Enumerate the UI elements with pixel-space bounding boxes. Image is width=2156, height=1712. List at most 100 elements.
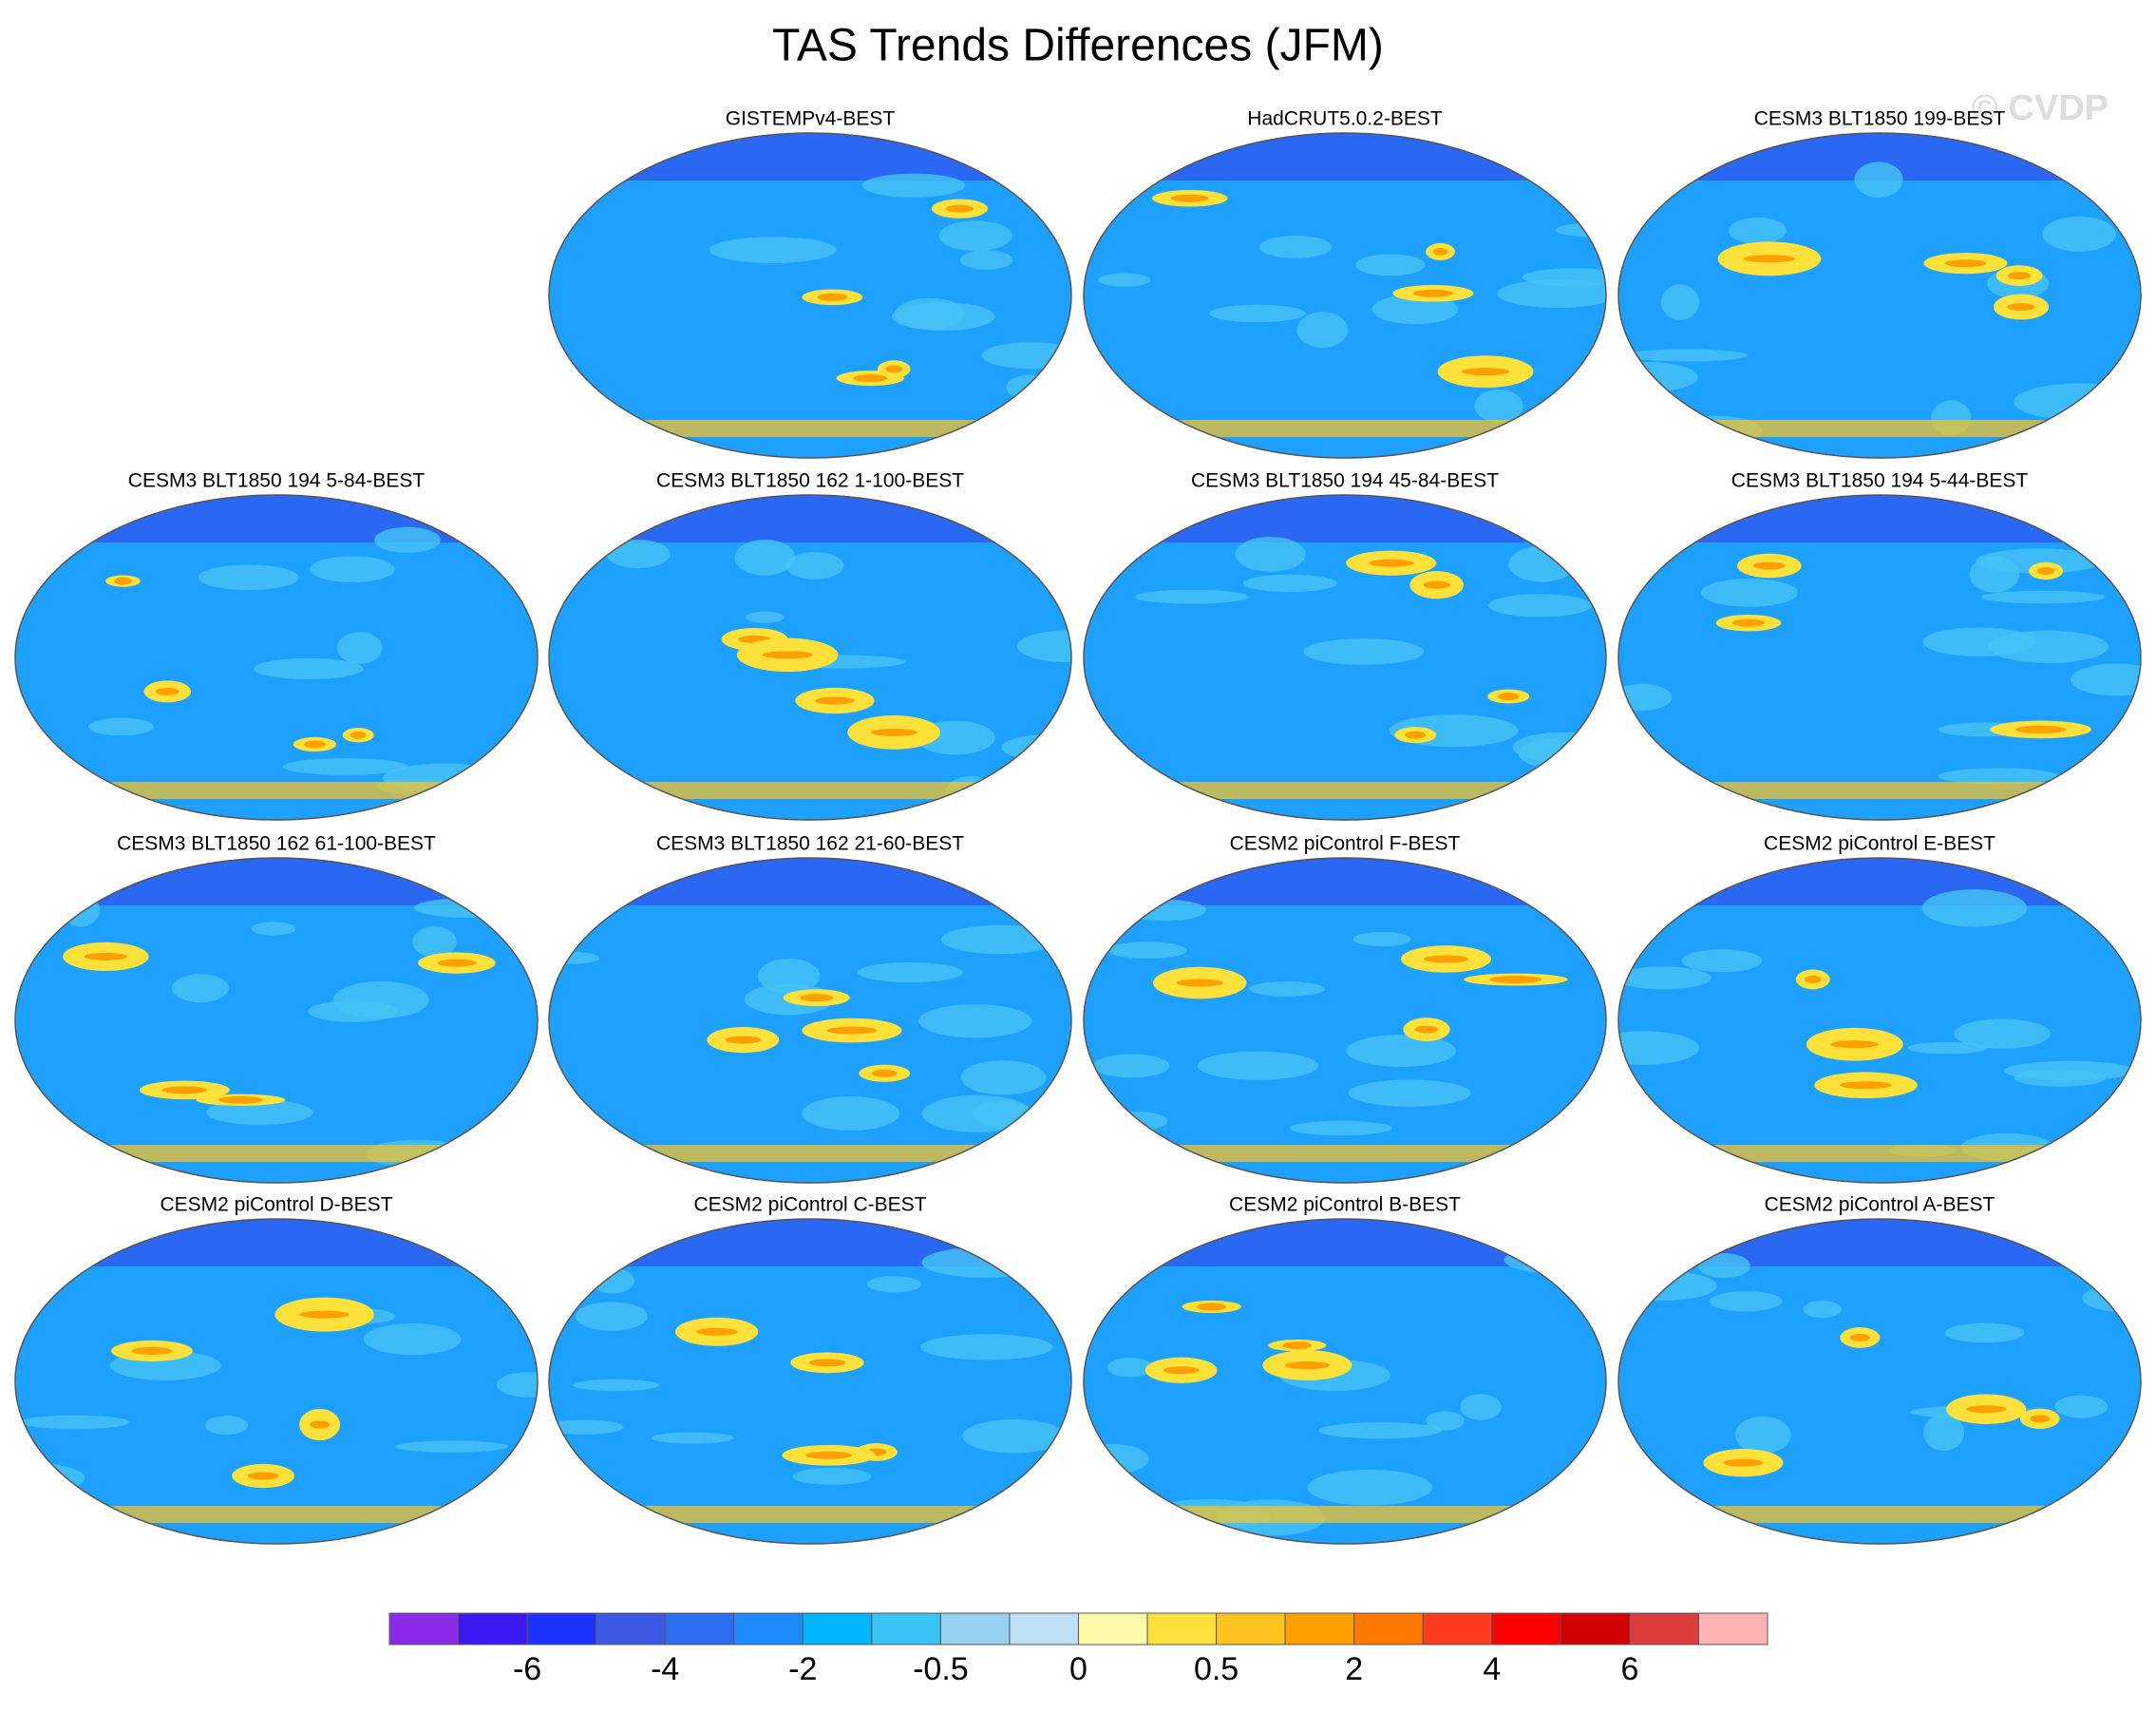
polar-cap <box>549 1219 1071 1266</box>
light-patch <box>1709 1291 1783 1312</box>
antarctic-band <box>1084 1145 1606 1162</box>
colorbar-label: -2 <box>788 1651 817 1687</box>
light-patch <box>1098 273 1151 287</box>
map-outline <box>1083 1218 1607 1545</box>
light-patch <box>205 1099 313 1126</box>
light-patch <box>1093 1054 1170 1078</box>
light-patch <box>61 893 101 927</box>
light-patch <box>309 556 395 582</box>
light-patch <box>573 1379 660 1392</box>
warm-core <box>1461 368 1510 376</box>
light-patch <box>802 1096 900 1131</box>
colorbar-box <box>596 1612 666 1645</box>
light-patch <box>1348 1079 1471 1107</box>
light-patch <box>204 1416 249 1436</box>
map-panel <box>1618 495 2141 820</box>
warm-core <box>1723 1458 1764 1467</box>
warm-core <box>725 1036 762 1044</box>
light-patch <box>960 1060 1047 1095</box>
map-outline <box>1617 132 2142 459</box>
colorbar-box <box>664 1612 735 1645</box>
antarctic-band <box>549 1145 1071 1162</box>
warm-core <box>1284 1361 1330 1370</box>
warm-core <box>1414 1025 1439 1034</box>
antarctic-band <box>1084 1506 1606 1523</box>
map-outline <box>1083 132 1607 459</box>
antarctic-band <box>1618 1145 2141 1162</box>
light-patch <box>1618 966 1712 990</box>
warm-core <box>1804 975 1822 983</box>
light-patch <box>374 526 441 553</box>
light-patch <box>198 564 299 591</box>
colorbar-box <box>1284 1612 1355 1645</box>
light-patch <box>1084 1443 1149 1474</box>
light-patch <box>1307 1469 1433 1506</box>
light-patch <box>1625 349 1749 362</box>
light-patch <box>1618 1031 1700 1065</box>
warm-core <box>1423 580 1450 589</box>
warm-core <box>1405 731 1427 739</box>
polar-cap <box>1618 495 2141 542</box>
light-patch <box>1954 1018 2051 1049</box>
polar-cap <box>15 1219 538 1266</box>
panel-title: CESM3 BLT1850 194 45-84-BEST <box>1191 470 1499 492</box>
polar-cap <box>549 858 1071 905</box>
antarctic-band <box>15 782 538 799</box>
light-patch <box>1907 1041 1988 1055</box>
colorbar-label: 0.5 <box>1194 1651 1239 1687</box>
polar-cap <box>549 133 1071 181</box>
warm-core <box>1731 618 1766 627</box>
antarctic-band <box>1084 420 1606 437</box>
map-panel <box>15 1219 538 1544</box>
light-patch <box>1854 162 1903 199</box>
colorbar-label: -6 <box>513 1651 541 1687</box>
light-patch <box>1618 683 1673 712</box>
warm-core <box>2030 1415 2051 1423</box>
map-background <box>15 1219 538 1544</box>
light-patch <box>1618 1270 1717 1302</box>
light-patch <box>496 1372 538 1398</box>
colorbar-box <box>1491 1612 1561 1645</box>
antarctic-band <box>15 1506 538 1523</box>
light-patch <box>962 1418 1066 1454</box>
warm-core <box>1849 1333 1870 1341</box>
light-patch <box>336 632 383 664</box>
map-background <box>1618 133 2141 458</box>
antarctic-band <box>1618 420 2141 437</box>
warm-core <box>247 1472 279 1480</box>
map-panel <box>15 858 538 1183</box>
light-patch <box>485 1269 538 1284</box>
light-patch <box>20 893 67 923</box>
warm-core <box>1282 1341 1313 1350</box>
light-patch <box>1346 1035 1456 1068</box>
colorbar-box <box>871 1612 941 1645</box>
panel-title: CESM2 piControl A-BEST <box>1765 1194 1995 1216</box>
polar-cap <box>15 495 538 542</box>
warm-core <box>1423 955 1469 963</box>
map-panel <box>549 858 1071 1183</box>
light-patch <box>1084 561 1123 575</box>
antarctic-band <box>15 1145 538 1162</box>
warm-core <box>1966 1405 2007 1414</box>
map-background <box>1618 1219 2141 1544</box>
panel-title: CESM3 BLT1850 162 61-100-BEST <box>117 833 436 855</box>
light-patch <box>1522 268 1606 287</box>
light-patch <box>1504 1245 1606 1275</box>
light-patch <box>959 250 1013 270</box>
polar-cap <box>1618 858 2141 905</box>
map-panel <box>1084 1219 1606 1544</box>
light-patch <box>606 539 671 569</box>
warm-core <box>1170 194 1209 202</box>
colorbar-box <box>1146 1612 1218 1645</box>
map-outline <box>1617 857 2142 1184</box>
colorbar-box <box>1009 1612 1079 1645</box>
warm-core <box>2007 272 2032 280</box>
light-patch <box>1303 638 1425 665</box>
light-patch <box>1016 630 1071 663</box>
panel-title: CESM3 BLT1850 162 21-60-BEST <box>656 833 964 855</box>
light-patch <box>1352 931 1411 947</box>
warm-core <box>2037 566 2055 575</box>
light-patch <box>920 1334 1053 1360</box>
light-patch <box>1258 236 1333 258</box>
light-patch <box>1939 768 2058 785</box>
